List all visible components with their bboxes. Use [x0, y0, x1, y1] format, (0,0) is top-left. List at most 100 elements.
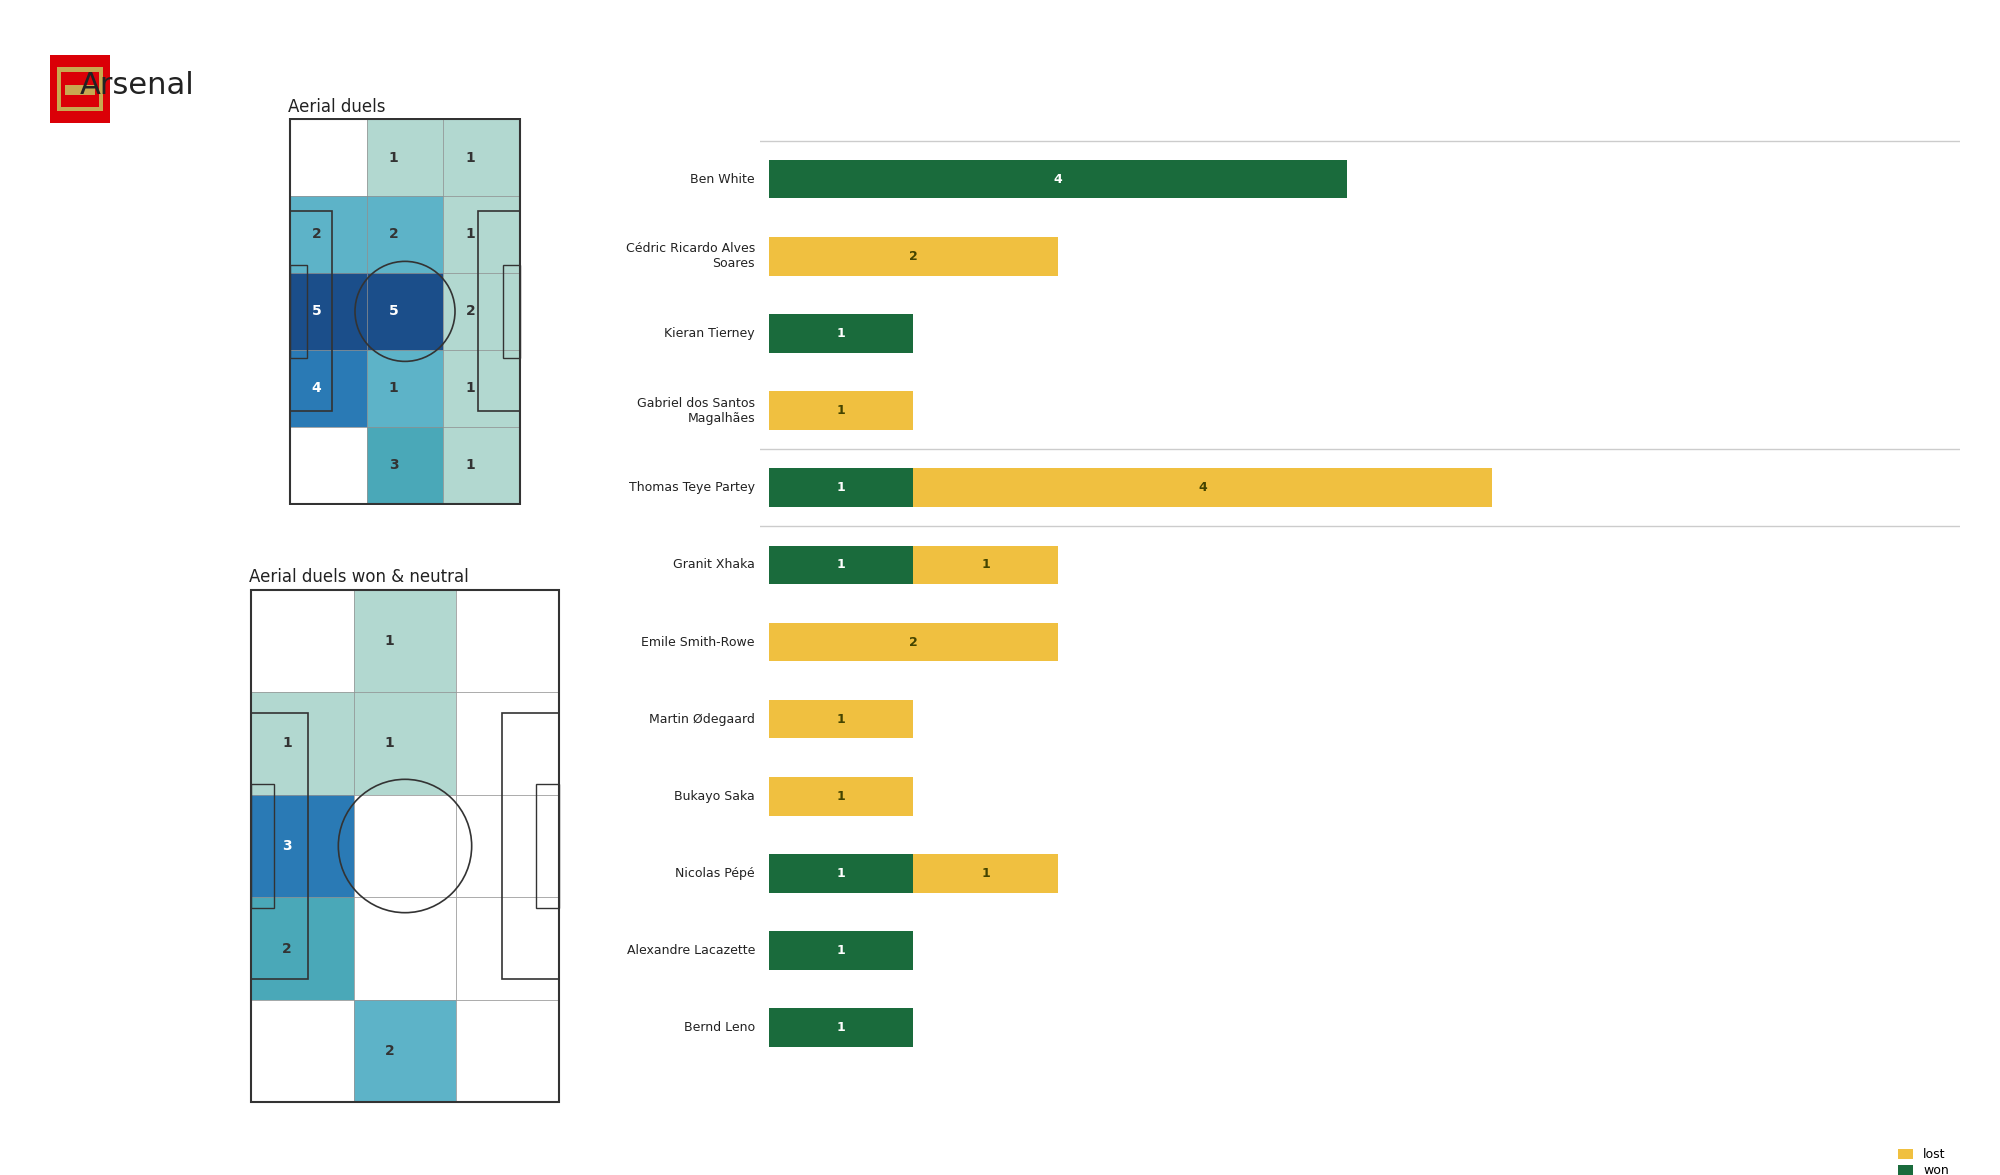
Bar	[536, 785, 558, 907]
Text: Cédric Ricardo Alves
Soares: Cédric Ricardo Alves Soares	[626, 242, 754, 270]
Bar	[252, 713, 308, 979]
Text: Aerial duels won & neutral: Aerial duels won & neutral	[250, 568, 468, 586]
Bar	[58, 67, 102, 112]
Bar	[444, 119, 520, 196]
Bar	[768, 545, 914, 584]
Text: 1: 1	[466, 458, 476, 472]
Bar	[290, 119, 366, 196]
Bar	[252, 785, 274, 907]
Bar	[366, 427, 444, 504]
Text: 3: 3	[282, 839, 292, 853]
Bar	[444, 196, 520, 273]
Text: Arsenal: Arsenal	[80, 70, 194, 100]
Bar	[914, 469, 1492, 508]
Bar	[252, 794, 354, 898]
Bar	[354, 794, 456, 898]
Text: 1: 1	[836, 327, 846, 340]
Bar	[504, 266, 520, 357]
Bar	[768, 160, 1348, 199]
Text: Martin Ødegaard: Martin Ødegaard	[650, 713, 754, 726]
Bar	[768, 777, 914, 815]
Text: 1: 1	[282, 737, 292, 751]
Text: 1: 1	[466, 150, 476, 165]
Text: Aerial duels: Aerial duels	[288, 98, 386, 116]
Bar	[290, 427, 366, 504]
Text: 4: 4	[1054, 173, 1062, 186]
Bar	[444, 273, 520, 350]
Text: 5: 5	[388, 304, 398, 318]
Text: 1: 1	[836, 558, 846, 571]
Bar	[914, 854, 1058, 893]
Text: Alexandre Lacazette: Alexandre Lacazette	[626, 944, 754, 958]
Text: 1: 1	[982, 867, 990, 880]
Bar	[290, 266, 306, 357]
Text: 3: 3	[388, 458, 398, 472]
Bar	[914, 545, 1058, 584]
Text: 1: 1	[388, 382, 398, 395]
Text: 1: 1	[836, 867, 846, 880]
Bar	[768, 623, 1058, 662]
Text: Kieran Tierney: Kieran Tierney	[664, 327, 754, 340]
Text: 1: 1	[982, 558, 990, 571]
Bar	[366, 196, 444, 273]
Text: 4: 4	[312, 382, 322, 395]
Bar	[502, 713, 558, 979]
FancyBboxPatch shape	[48, 52, 112, 127]
Text: 1: 1	[466, 228, 476, 241]
Bar	[456, 692, 558, 794]
Text: Ben White: Ben White	[690, 173, 754, 186]
Legend: lost, won: lost, won	[1892, 1143, 1954, 1175]
Bar	[366, 119, 444, 196]
Bar	[252, 898, 354, 1000]
Text: Emile Smith-Rowe: Emile Smith-Rowe	[642, 636, 754, 649]
Text: 1: 1	[836, 790, 846, 803]
Bar	[768, 391, 914, 430]
Bar	[252, 590, 354, 692]
Text: 1: 1	[836, 404, 846, 417]
Bar	[60, 72, 100, 107]
Bar	[444, 427, 520, 504]
Bar	[768, 237, 1058, 276]
Bar	[290, 273, 366, 350]
Bar	[290, 350, 366, 427]
Bar	[354, 692, 456, 794]
Bar	[768, 314, 914, 352]
Text: 2: 2	[282, 941, 292, 955]
Text: Thomas Teye Partey: Thomas Teye Partey	[628, 482, 754, 495]
Bar	[444, 350, 520, 427]
Text: 1: 1	[466, 382, 476, 395]
Text: 1: 1	[836, 482, 846, 495]
Text: 1: 1	[384, 633, 394, 647]
Bar	[456, 794, 558, 898]
Text: 5: 5	[312, 304, 322, 318]
Text: Bukayo Saka: Bukayo Saka	[674, 790, 754, 803]
Text: Gabriel dos Santos
Magalhães: Gabriel dos Santos Magalhães	[636, 397, 754, 424]
Bar	[354, 898, 456, 1000]
Bar	[768, 1008, 914, 1047]
Bar	[252, 692, 354, 794]
Bar	[478, 212, 520, 411]
Bar	[290, 212, 332, 411]
Text: 1: 1	[388, 150, 398, 165]
Bar	[354, 1000, 456, 1102]
Bar	[768, 700, 914, 738]
Text: 1: 1	[836, 944, 846, 958]
Bar	[354, 590, 456, 692]
Bar	[768, 469, 914, 508]
Bar	[768, 932, 914, 969]
Text: Bernd Leno: Bernd Leno	[684, 1021, 754, 1034]
Text: Granit Xhaka: Granit Xhaka	[674, 558, 754, 571]
Bar	[366, 350, 444, 427]
Text: 2: 2	[466, 304, 476, 318]
Text: 2: 2	[312, 228, 322, 241]
Text: 2: 2	[388, 228, 398, 241]
Bar	[366, 273, 444, 350]
Bar	[456, 1000, 558, 1102]
Bar	[290, 196, 366, 273]
Bar	[768, 854, 914, 893]
Bar	[252, 1000, 354, 1102]
Text: Nicolas Pépé: Nicolas Pépé	[676, 867, 754, 880]
Text: 1: 1	[836, 713, 846, 726]
Bar	[64, 86, 96, 95]
Text: 2: 2	[908, 636, 918, 649]
